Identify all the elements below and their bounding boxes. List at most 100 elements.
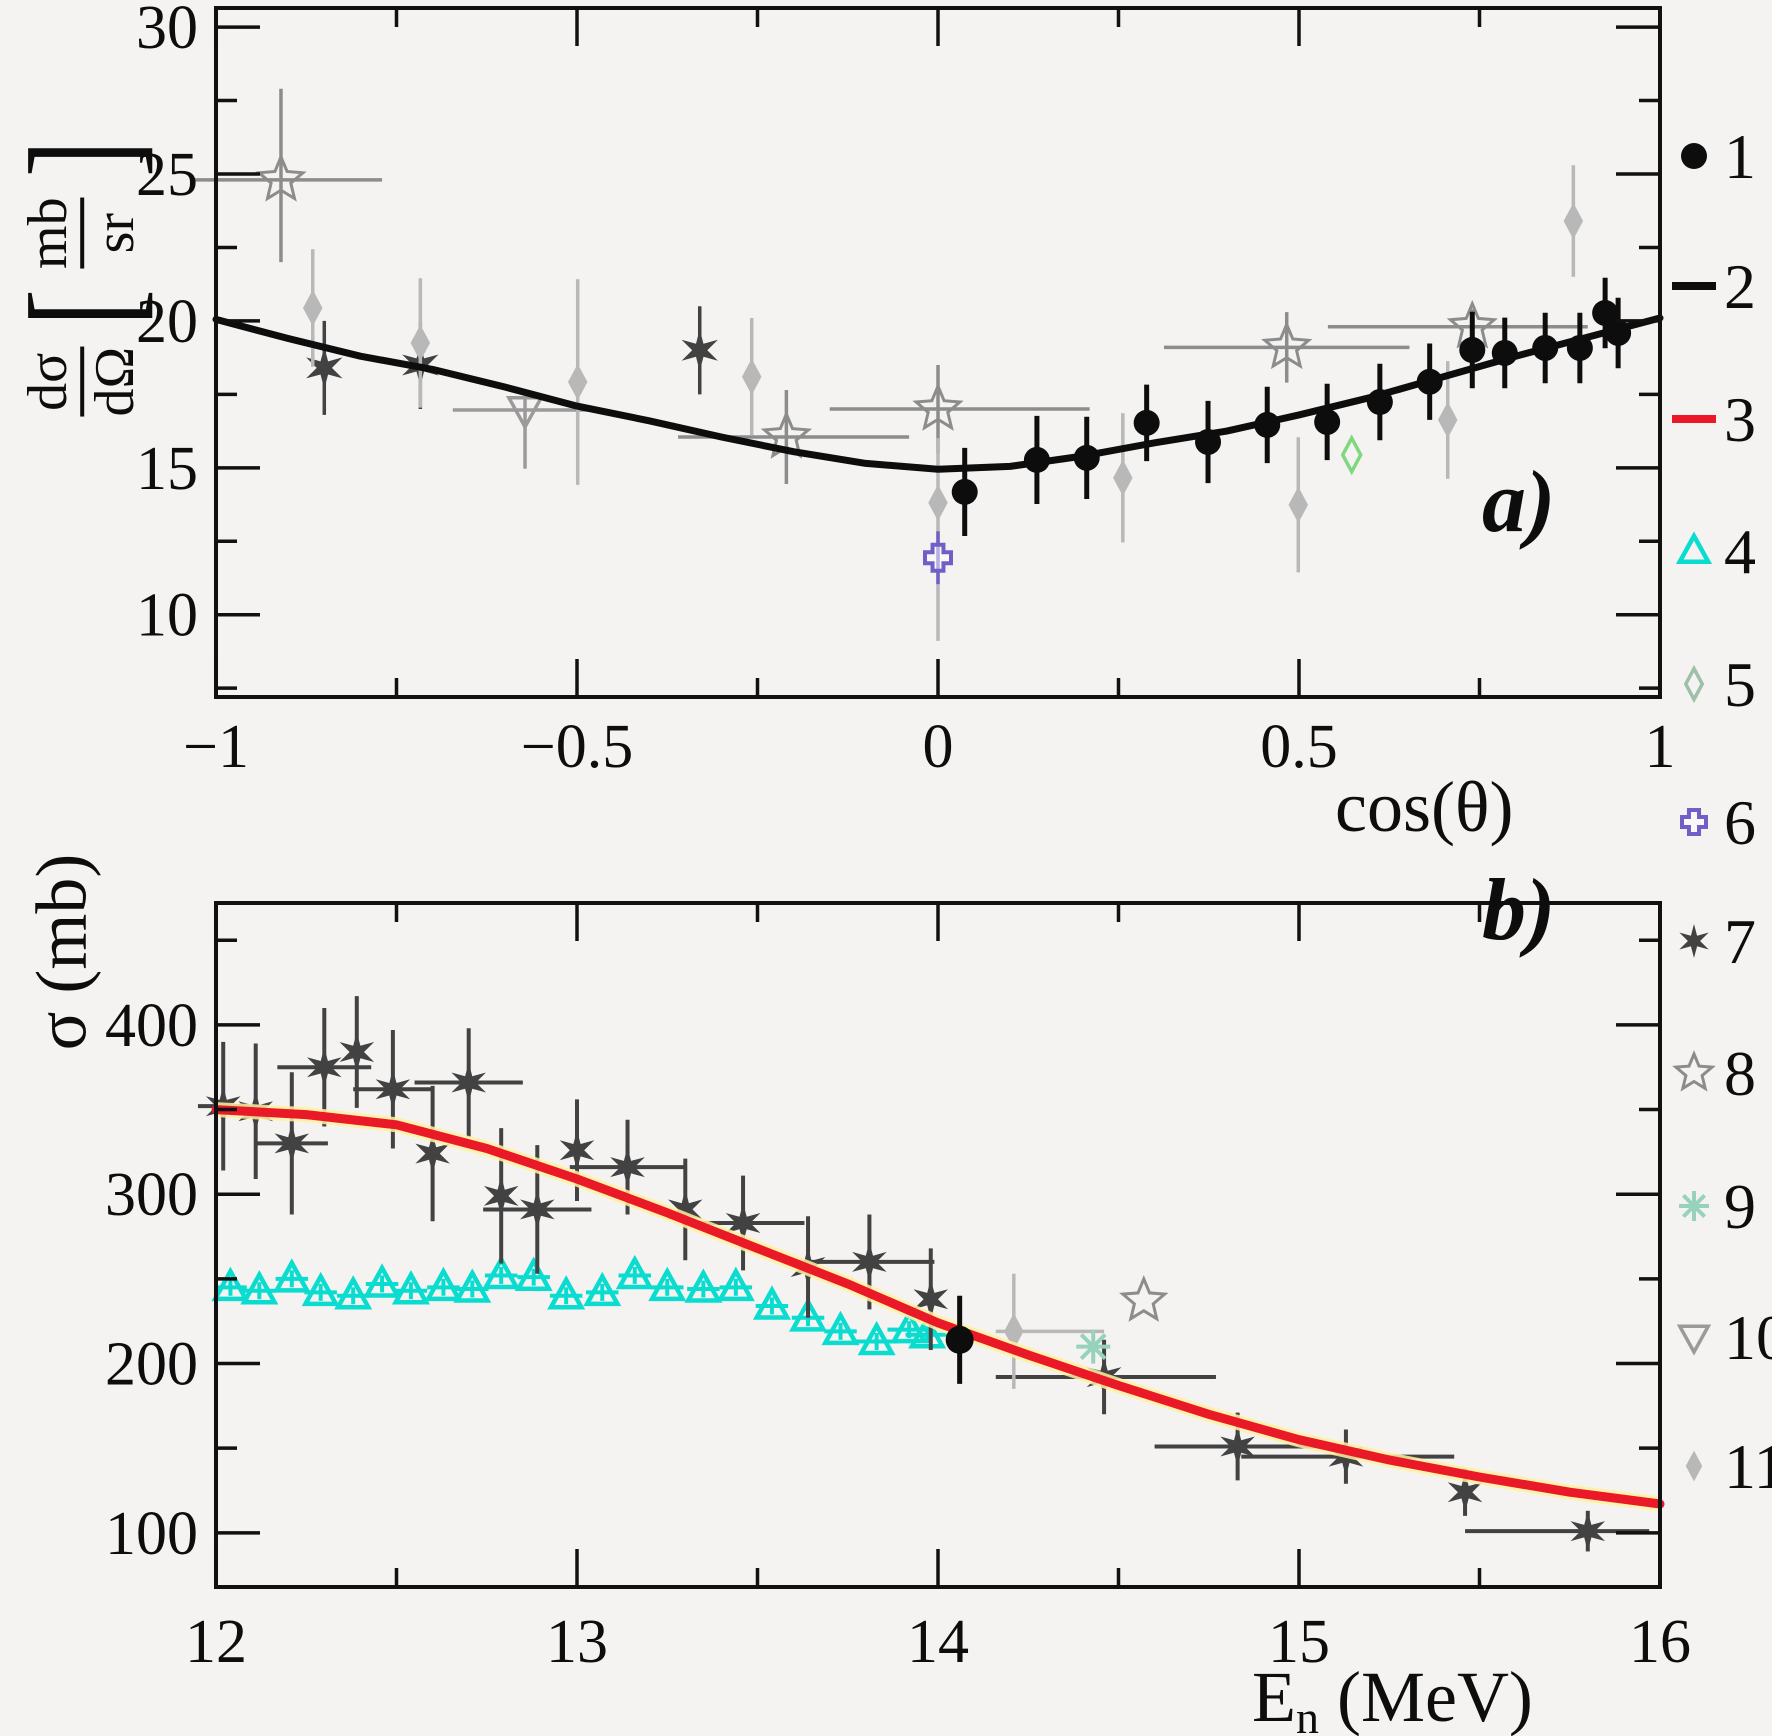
- y-tick-label: 25: [136, 141, 198, 209]
- panel_b-ticks: [214, 903, 1662, 1587]
- marker-tri-up: [424, 1266, 463, 1302]
- marker-tri-up: [789, 1297, 828, 1332]
- marker-tri-up: [821, 1310, 860, 1346]
- marker-star-f: [483, 1175, 519, 1216]
- x-tick-label: −1: [183, 713, 249, 781]
- x-tick-label: 16: [1629, 1608, 1691, 1676]
- marker-dot: [1532, 334, 1559, 361]
- x-tick-label: 12: [185, 1608, 247, 1676]
- y-tick-label: 15: [136, 435, 198, 503]
- legend-label-10: 10: [1724, 1302, 1772, 1373]
- panel_b-frame: [214, 901, 1662, 1589]
- x-axis-title-panel-a: cos(θ): [1335, 767, 1514, 847]
- marker-dot: [1073, 444, 1100, 471]
- legend-label-11: 11: [1724, 1431, 1772, 1502]
- n-subscript: n: [1295, 1692, 1319, 1736]
- marker-tri-down: [1676, 1324, 1712, 1356]
- marker-diamond-o: [1683, 664, 1705, 704]
- y-tick-label: 20: [136, 288, 198, 356]
- marker-star-f: [1447, 1472, 1483, 1513]
- marker-diamond-f: [741, 358, 762, 395]
- marker-star-f: [307, 1047, 342, 1088]
- marker-dot: [1416, 368, 1443, 395]
- marker-cross: [1680, 808, 1708, 836]
- x-tick-label: 13: [546, 1608, 608, 1676]
- marker-star-o: [912, 382, 964, 431]
- x-tick-label: 14: [907, 1608, 969, 1676]
- legend-icon-10: [1676, 1324, 1712, 1356]
- marker-tri-up: [684, 1268, 723, 1303]
- marker-dot: [945, 1325, 974, 1354]
- y-tick-label: 10: [136, 582, 198, 650]
- panel_a-series-10-open-triangle-down-data: [452, 395, 598, 469]
- marker-tri-up: [334, 1275, 373, 1310]
- panel_a: −1 −0.5 0 0.5 1 10 15 20 25 30: [136, 0, 1676, 781]
- marker-tri-up: [482, 1254, 521, 1290]
- panel_b: 12 13 14 15 16 100 200 300 400: [105, 901, 1691, 1676]
- marker-star-f: [668, 1189, 703, 1230]
- marker-star-f: [852, 1241, 887, 1282]
- marker-diamond-f: [1113, 459, 1133, 497]
- marker-diamond-f: [410, 324, 431, 362]
- marker-dot: [1491, 339, 1518, 366]
- legend-label-9: 9: [1724, 1171, 1756, 1242]
- marker-star-f: [681, 329, 718, 372]
- marker-star-f: [1220, 1426, 1255, 1467]
- marker-dot: [1605, 319, 1632, 346]
- panel-a-letter: a): [1482, 454, 1556, 551]
- marker-dot: [1195, 428, 1222, 455]
- legend-icon-4: [1675, 531, 1713, 565]
- y-tick-label: 300: [105, 1161, 198, 1229]
- marker-tri-up: [890, 1308, 929, 1344]
- marker-dot: [1681, 143, 1707, 169]
- panel_b-series-1-black-circle-data: [945, 1295, 974, 1384]
- mev-unit: (MeV): [1318, 1657, 1533, 1736]
- x-axis-title-panel-b: En (MeV): [1252, 1656, 1533, 1736]
- marker-dot: [951, 478, 978, 505]
- marker-diamond-f: [1563, 202, 1584, 240]
- marker-tri-up: [908, 1314, 947, 1349]
- marker-star-o: [1261, 320, 1313, 370]
- legend-label-1: 1: [1724, 121, 1756, 192]
- marker-star-o: [255, 153, 307, 202]
- marker-diamond-f: [1437, 401, 1458, 439]
- marker-tri-up: [453, 1268, 492, 1303]
- marker-dot: [1023, 446, 1050, 473]
- y-tick-label: 200: [105, 1331, 198, 1399]
- marker-star-f: [274, 1123, 310, 1164]
- marker-tri-up: [857, 1320, 896, 1356]
- marker-star-f: [913, 1279, 949, 1320]
- legend-icon-5: [1683, 664, 1705, 704]
- marker-tri-up: [363, 1263, 402, 1298]
- panel_b-series-3-red-fit-curve: [211, 1102, 1665, 1512]
- y-axis-title-panel-b: σ (mb): [21, 853, 102, 1051]
- marker-star-f: [1570, 1511, 1606, 1552]
- marker-tri-up: [391, 1270, 430, 1305]
- marker-dot: [1566, 334, 1593, 361]
- legend-icon-6: [1680, 808, 1708, 836]
- marker-tri-up: [752, 1285, 791, 1320]
- y-tick-label: 100: [105, 1500, 198, 1568]
- legend-label-8: 8: [1724, 1038, 1756, 1109]
- y-axis-title-panel-a: dσ dΩ [ mb sr ]: [0, 139, 165, 417]
- legend-label-2: 2: [1724, 251, 1756, 322]
- marker-dot: [1459, 337, 1486, 364]
- y-tick-label: 30: [136, 0, 198, 62]
- marker-tri-down: [505, 395, 545, 431]
- marker-tri-up: [583, 1271, 622, 1307]
- legend-label-3: 3: [1724, 384, 1756, 455]
- marker-tri-up: [301, 1271, 340, 1307]
- marker-tri-up: [272, 1258, 311, 1293]
- x-tick-label: 15: [1268, 1608, 1330, 1676]
- legend-icon-1: [1681, 143, 1707, 169]
- marker-asterisk: [1076, 1329, 1111, 1364]
- panel_a-series-1-black-circle-data: [951, 277, 1632, 536]
- panel_a-series-6-purple-cross-data: [923, 531, 953, 585]
- dsigma: dσ: [17, 352, 80, 411]
- marker-diamond-f: [302, 289, 323, 327]
- marker-diamond-f: [928, 484, 948, 521]
- panel_a-ticks: [214, 8, 1662, 697]
- marker-tri-up: [240, 1270, 279, 1305]
